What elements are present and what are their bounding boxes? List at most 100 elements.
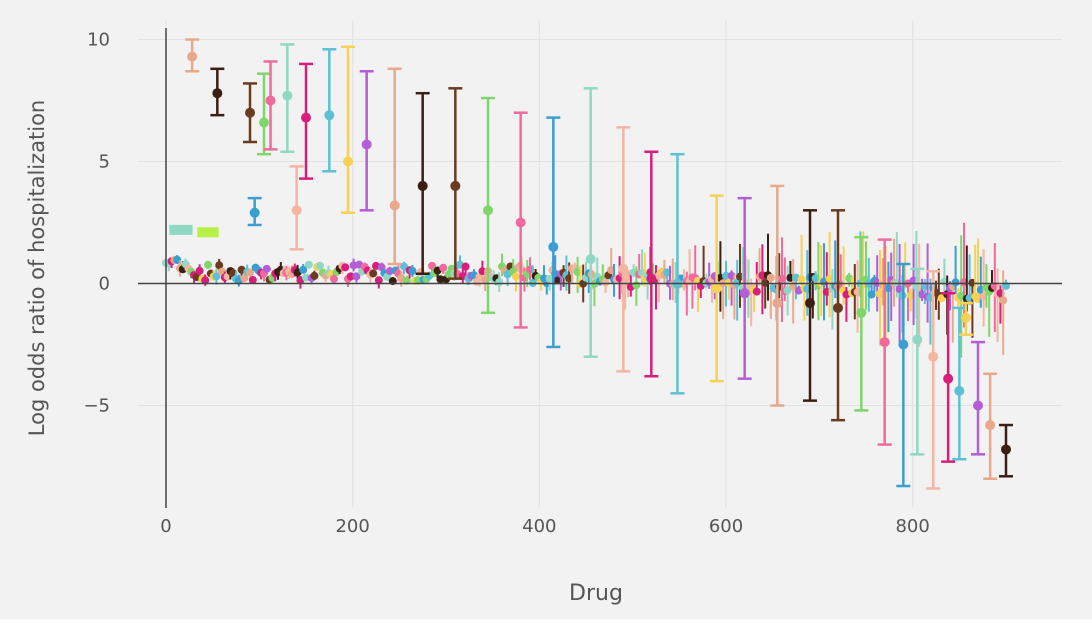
cluster-point bbox=[341, 263, 350, 272]
data-point bbox=[280, 43, 295, 154]
cluster-point bbox=[436, 275, 445, 284]
cluster-marker bbox=[408, 266, 417, 275]
data-layer bbox=[162, 38, 1013, 490]
cluster-marker bbox=[867, 290, 876, 299]
point-marker bbox=[833, 302, 843, 313]
cluster-point bbox=[369, 269, 378, 278]
point-marker bbox=[245, 107, 255, 118]
x-tick-label: 200 bbox=[335, 516, 369, 537]
cluster-point bbox=[512, 271, 520, 292]
cluster-point bbox=[783, 265, 792, 316]
cluster-point bbox=[262, 264, 271, 273]
cluster-marker bbox=[262, 264, 271, 273]
cluster-marker bbox=[248, 275, 257, 284]
cluster-point bbox=[316, 261, 324, 270]
point-marker bbox=[483, 205, 493, 216]
data-point bbox=[387, 67, 402, 266]
data-point bbox=[803, 209, 817, 402]
point-marker bbox=[879, 337, 890, 348]
cluster-point bbox=[352, 272, 361, 283]
point-marker bbox=[646, 273, 657, 284]
highlight-marker bbox=[197, 227, 210, 238]
cluster-point bbox=[195, 264, 204, 277]
cluster-point bbox=[346, 272, 355, 281]
cluster-marker bbox=[195, 266, 204, 275]
data-point bbox=[341, 45, 355, 215]
cluster-point bbox=[215, 258, 224, 271]
data-point bbox=[941, 292, 956, 463]
point-marker bbox=[943, 373, 954, 384]
point-marker bbox=[361, 139, 372, 150]
data-point bbox=[877, 238, 892, 446]
data-point bbox=[210, 67, 225, 117]
cluster-point bbox=[867, 284, 876, 299]
point-marker bbox=[187, 51, 198, 62]
cluster-marker bbox=[346, 272, 355, 281]
data-point bbox=[983, 372, 998, 480]
cluster-marker bbox=[461, 262, 470, 271]
cluster-marker bbox=[951, 278, 960, 287]
point-marker bbox=[450, 180, 461, 191]
x-tick-label: 0 bbox=[160, 516, 171, 537]
cluster-point bbox=[248, 275, 257, 284]
point-marker bbox=[985, 420, 996, 431]
cluster-marker bbox=[352, 272, 361, 281]
point-marker bbox=[417, 180, 428, 191]
x-axis-title: Drug bbox=[569, 581, 623, 606]
point-marker bbox=[249, 207, 260, 218]
data-point bbox=[737, 196, 752, 380]
data-point bbox=[448, 87, 463, 280]
cluster-marker bbox=[436, 275, 445, 284]
data-point bbox=[513, 111, 528, 329]
axis-layer: 0 200 400 600 800 −5 0 5 10 bbox=[83, 28, 1062, 537]
cluster-point bbox=[402, 275, 411, 285]
cluster-marker bbox=[341, 263, 350, 272]
data-point bbox=[854, 235, 869, 412]
y-tick-label: −5 bbox=[83, 396, 110, 417]
data-point bbox=[616, 126, 631, 373]
cluster-marker bbox=[632, 281, 641, 290]
data-point bbox=[415, 91, 430, 276]
point-marker bbox=[212, 88, 223, 99]
data-point bbox=[831, 209, 845, 422]
cluster-marker bbox=[512, 272, 520, 281]
point-marker bbox=[259, 117, 269, 128]
point-marker bbox=[389, 200, 400, 211]
cluster-marker bbox=[204, 260, 212, 269]
point-marker bbox=[973, 400, 983, 411]
cluster-marker bbox=[304, 260, 313, 269]
point-marker bbox=[856, 307, 867, 318]
point-marker bbox=[618, 263, 629, 274]
point-marker bbox=[739, 288, 750, 299]
cluster-marker bbox=[783, 286, 792, 295]
cluster-marker bbox=[797, 275, 806, 284]
highlight-marker bbox=[180, 224, 193, 235]
data-point bbox=[322, 48, 337, 173]
cluster-point bbox=[212, 269, 221, 285]
point-marker bbox=[954, 385, 965, 396]
cluster-marker bbox=[299, 265, 308, 274]
data-point bbox=[546, 116, 561, 349]
point-marker bbox=[772, 298, 783, 309]
data-point bbox=[289, 165, 304, 251]
point-marker bbox=[291, 205, 302, 216]
point-marker bbox=[548, 241, 559, 252]
data-point bbox=[644, 150, 659, 378]
cluster-marker bbox=[937, 294, 946, 303]
data-point bbox=[359, 69, 374, 212]
data-point bbox=[185, 38, 200, 73]
cluster-point bbox=[246, 268, 254, 277]
data-point bbox=[926, 270, 941, 490]
cluster-marker bbox=[310, 271, 319, 280]
point-marker bbox=[928, 351, 939, 362]
data-point bbox=[709, 194, 724, 383]
point-marker bbox=[324, 110, 335, 121]
x-tick-label: 600 bbox=[709, 516, 743, 537]
point-marker bbox=[805, 298, 815, 309]
data-point bbox=[958, 301, 973, 337]
y-tick-label: 5 bbox=[99, 152, 110, 173]
cluster-marker bbox=[402, 276, 411, 285]
data-point bbox=[971, 340, 985, 456]
